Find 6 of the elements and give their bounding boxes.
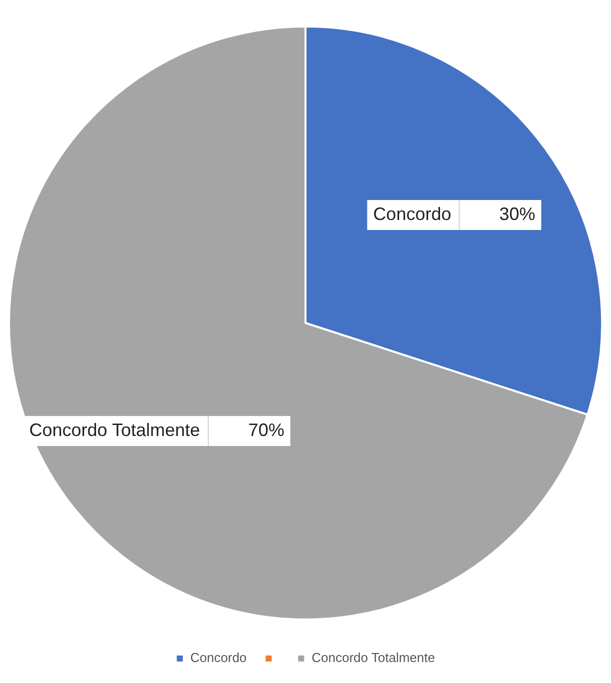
data-label: 70% [248, 420, 284, 440]
slice-label: Concordo [373, 204, 452, 224]
data-label: 30% [499, 204, 536, 224]
legend-label: Concordo [190, 650, 247, 666]
slice-label: Concordo Totalmente [29, 420, 200, 440]
legend-label: Concordo Totalmente [312, 650, 435, 666]
